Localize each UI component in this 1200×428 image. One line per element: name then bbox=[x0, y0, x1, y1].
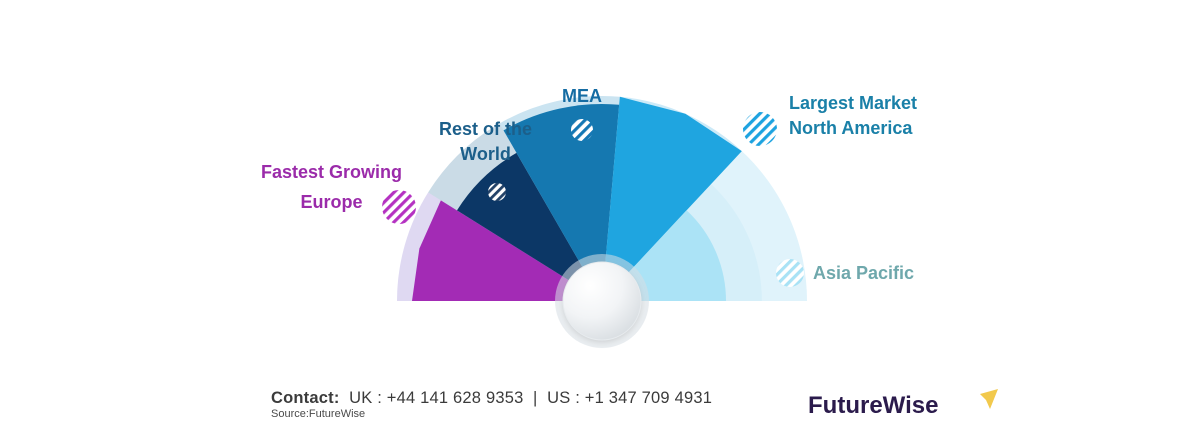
svg-text:FutureWise: FutureWise bbox=[808, 392, 938, 419]
